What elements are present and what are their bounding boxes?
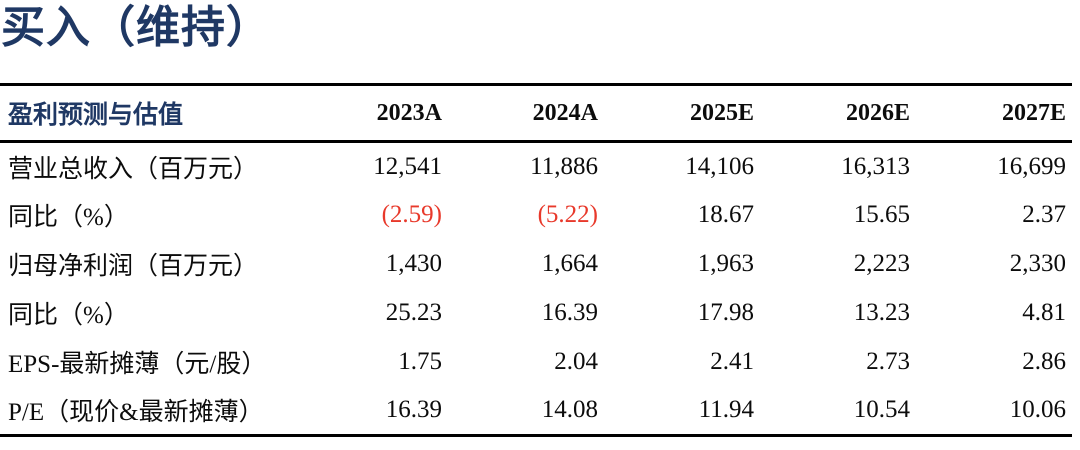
table-row: EPS-最新摊薄（元/股） 1.75 2.04 2.41 2.73 2.86 bbox=[0, 338, 1072, 387]
cell-value: 11,886 bbox=[530, 152, 598, 180]
row-label: 同比（%） bbox=[8, 302, 129, 329]
table-header-row: 盈利预测与估值 2023A 2024A 2025E 2026E 2027E bbox=[0, 85, 1072, 142]
cell-value: 16,699 bbox=[997, 152, 1066, 180]
cell-value: 14.08 bbox=[541, 396, 598, 424]
forecast-table-wrap: 盈利预测与估值 2023A 2024A 2025E 2026E 2027E 营业… bbox=[0, 83, 1072, 437]
cell-value: (5.22) bbox=[537, 201, 598, 228]
cell-value: 16.39 bbox=[541, 299, 598, 326]
row-label: P/E（现价&最新摊薄） bbox=[8, 399, 264, 427]
cell-value: 1,430 bbox=[385, 250, 442, 277]
cell-value: 2.37 bbox=[1022, 201, 1066, 228]
cell-value: 10.06 bbox=[1009, 396, 1066, 424]
cell-value: 16,313 bbox=[841, 152, 910, 180]
row-label: 归母净利润（百万元） bbox=[8, 253, 259, 280]
cell-value: 2.04 bbox=[554, 348, 598, 375]
col-header-2026e: 2026E bbox=[845, 99, 910, 126]
cell-value: 1.75 bbox=[398, 348, 442, 375]
col-header-2027e: 2027E bbox=[1001, 99, 1066, 126]
cell-value: 2.41 bbox=[710, 348, 754, 375]
cell-value: 12,541 bbox=[373, 152, 442, 180]
row-label: EPS-最新摊薄（元/股） bbox=[8, 351, 267, 378]
cell-value: 16.39 bbox=[385, 396, 442, 424]
row-label: 同比（%） bbox=[8, 204, 129, 231]
cell-value: 17.98 bbox=[697, 299, 754, 326]
cell-value: 14,106 bbox=[685, 152, 754, 180]
cell-value: 25.23 bbox=[385, 299, 442, 326]
table-row: P/E（现价&最新摊薄） 16.39 14.08 11.94 10.54 10.06 bbox=[0, 387, 1072, 436]
forecast-table: 盈利预测与估值 2023A 2024A 2025E 2026E 2027E 营业… bbox=[0, 83, 1072, 437]
cell-value: 1,664 bbox=[541, 250, 598, 277]
cell-value: 10.54 bbox=[853, 396, 910, 424]
cell-value: 18.67 bbox=[697, 201, 754, 228]
row-label: 营业总收入（百万元） bbox=[8, 155, 259, 183]
table-title-cell: 盈利预测与估值 bbox=[8, 102, 184, 129]
table-row: 归母净利润（百万元） 1,430 1,664 1,963 2,223 2,330 bbox=[0, 240, 1072, 289]
table-row: 营业总收入（百万元） 12,541 11,886 14,106 16,313 16,699 bbox=[0, 142, 1072, 191]
cell-value: (2.59) bbox=[381, 201, 442, 228]
col-header-2025e: 2025E bbox=[689, 99, 754, 126]
col-header-2023a: 2023A bbox=[376, 99, 442, 126]
cell-value: 13.23 bbox=[853, 299, 910, 326]
cell-value: 2,223 bbox=[853, 250, 910, 277]
cell-value: 15.65 bbox=[853, 201, 910, 228]
cell-value: 2.73 bbox=[866, 348, 910, 375]
cell-value: 1,963 bbox=[697, 250, 754, 277]
cell-value: 11.94 bbox=[698, 396, 754, 424]
cell-value: 2.86 bbox=[1022, 348, 1066, 375]
col-header-2024a: 2024A bbox=[532, 99, 598, 126]
cell-value: 4.81 bbox=[1022, 299, 1066, 326]
rating-title: 买入（维持） bbox=[1, 3, 271, 52]
table-body: 营业总收入（百万元） 12,541 11,886 14,106 16,313 16,699… bbox=[0, 142, 1072, 436]
table-row: 同比（%） 25.23 16.39 17.98 13.23 4.81 bbox=[0, 289, 1072, 338]
cell-value: 2,330 bbox=[1009, 250, 1066, 277]
table-row: 同比（%） (2.59) (5.22) 18.67 15.65 2.37 bbox=[0, 191, 1072, 240]
